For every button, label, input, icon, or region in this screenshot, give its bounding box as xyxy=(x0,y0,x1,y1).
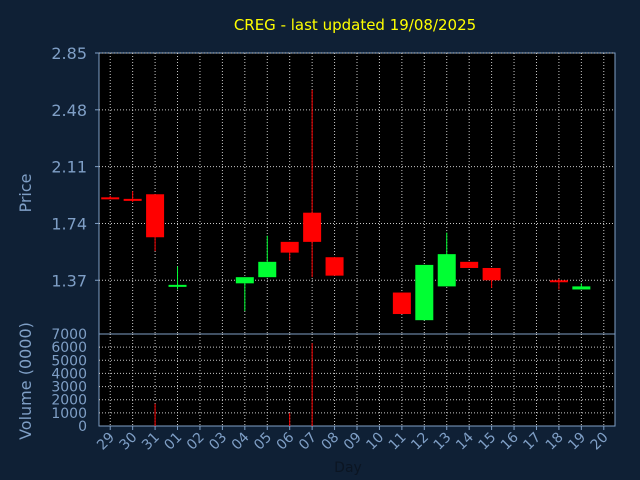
day-tick-label: 19 xyxy=(565,430,589,454)
candle-body xyxy=(303,212,322,242)
chart-title: CREG - last updated 19/08/2025 xyxy=(234,16,476,34)
candle-body xyxy=(437,254,456,287)
day-tick-label: 30 xyxy=(117,430,141,454)
day-tick-label: 14 xyxy=(453,429,477,453)
day-tick-label: 16 xyxy=(498,429,522,453)
candle-body xyxy=(460,261,479,268)
day-tick-label: 02 xyxy=(184,430,208,454)
candle-body xyxy=(482,267,501,281)
day-tick-label: 08 xyxy=(318,430,342,454)
day-tick-labels: 2930310102030405060708091011121314151617… xyxy=(94,429,611,453)
candle-body xyxy=(415,264,434,321)
day-tick-label: 09 xyxy=(341,430,365,454)
day-tick-label: 03 xyxy=(206,430,230,454)
day-tick-label: 12 xyxy=(408,430,432,454)
volume-tick-label: 1000 xyxy=(51,406,87,422)
candles xyxy=(101,89,591,321)
day-tick-label: 06 xyxy=(274,429,298,453)
volume-tick-label: 0 xyxy=(78,419,87,435)
day-tick-label: 29 xyxy=(94,430,118,454)
price-tick-label: 1.37 xyxy=(51,271,87,290)
candle-body xyxy=(325,257,344,276)
volume-tick-label: 6000 xyxy=(51,340,87,356)
day-tick-label: 07 xyxy=(296,430,320,454)
day-tick-label: 15 xyxy=(476,430,500,454)
candle-body xyxy=(549,280,568,283)
day-tick-label: 05 xyxy=(251,430,275,454)
volume-tick-label: 2000 xyxy=(51,393,87,409)
candle-body xyxy=(258,261,277,278)
volume-tick-label: 7000 xyxy=(51,327,87,343)
price-tick-label: 2.85 xyxy=(51,44,87,63)
candle-body xyxy=(280,241,299,253)
volume-tick-label: 5000 xyxy=(51,353,87,369)
day-tick-label: 04 xyxy=(229,429,253,453)
day-tick-label: 18 xyxy=(543,430,567,454)
day-tick-label: 10 xyxy=(363,430,387,454)
day-tick-label: 13 xyxy=(431,430,455,454)
price-tick-label: 2.48 xyxy=(51,101,87,120)
volume-tick-label: 3000 xyxy=(51,380,87,396)
candle-body xyxy=(392,292,411,315)
day-tick-label: 11 xyxy=(386,430,410,454)
price-tick-label: 1.74 xyxy=(51,214,87,233)
candle-body xyxy=(101,197,120,200)
x-axis-label: Day xyxy=(334,460,362,476)
candle-body xyxy=(123,198,142,201)
price-tick-labels: 2.85 2.48 2.11 1.74 1.37 xyxy=(51,44,87,290)
candle-body xyxy=(235,277,254,284)
price-axis-label: Price xyxy=(16,173,35,212)
candle-body xyxy=(572,286,591,290)
candle-body xyxy=(146,194,165,238)
day-tick-label: 01 xyxy=(161,430,185,454)
price-tick-label: 2.11 xyxy=(51,158,87,177)
day-tick-label: 20 xyxy=(588,430,612,454)
volume-axis-label: Volume (0000) xyxy=(16,322,35,440)
candle-body xyxy=(168,284,187,287)
day-tick-label: 31 xyxy=(139,430,163,454)
day-tick-label: 17 xyxy=(520,430,544,454)
volume-bars xyxy=(154,343,313,426)
volume-tick-label: 4000 xyxy=(51,366,87,382)
